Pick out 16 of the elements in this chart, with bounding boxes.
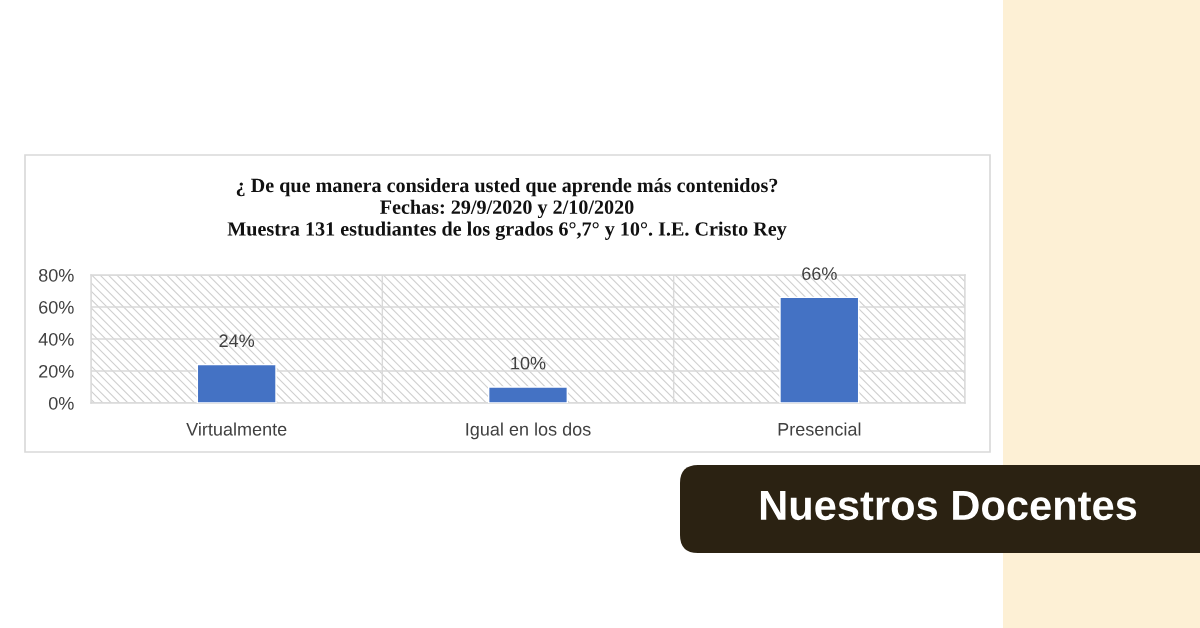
y-tick-label: 40% (38, 332, 74, 346)
y-tick-label: 60% (39, 300, 74, 314)
x-tick-label: Igual en los dos (466, 422, 591, 440)
bar (196, 363, 277, 403)
data-label: 66% (802, 267, 837, 280)
bar (779, 296, 860, 403)
text: Nuestros Docentes (760, 491, 1137, 521)
data-label: 10% (511, 356, 546, 370)
y-tick-label: 20% (39, 364, 74, 378)
x-tick-label: Presencial (778, 422, 861, 436)
chart-title: ¿ De que manera considera usted que aprende más contenidos? Fechas: 29/9/2020 y 2/10/2020 Muestra 131 estudiantes de los grados 6°,7° y 10°. I.E. Cristo Rey (227, 178, 787, 241)
y-tick-label: 0% (48, 396, 74, 410)
bar (487, 386, 569, 403)
data-label: 24% (219, 334, 255, 348)
x-tick-label: Virtualmente (186, 422, 287, 436)
y-tick-label: 80% (38, 268, 74, 282)
